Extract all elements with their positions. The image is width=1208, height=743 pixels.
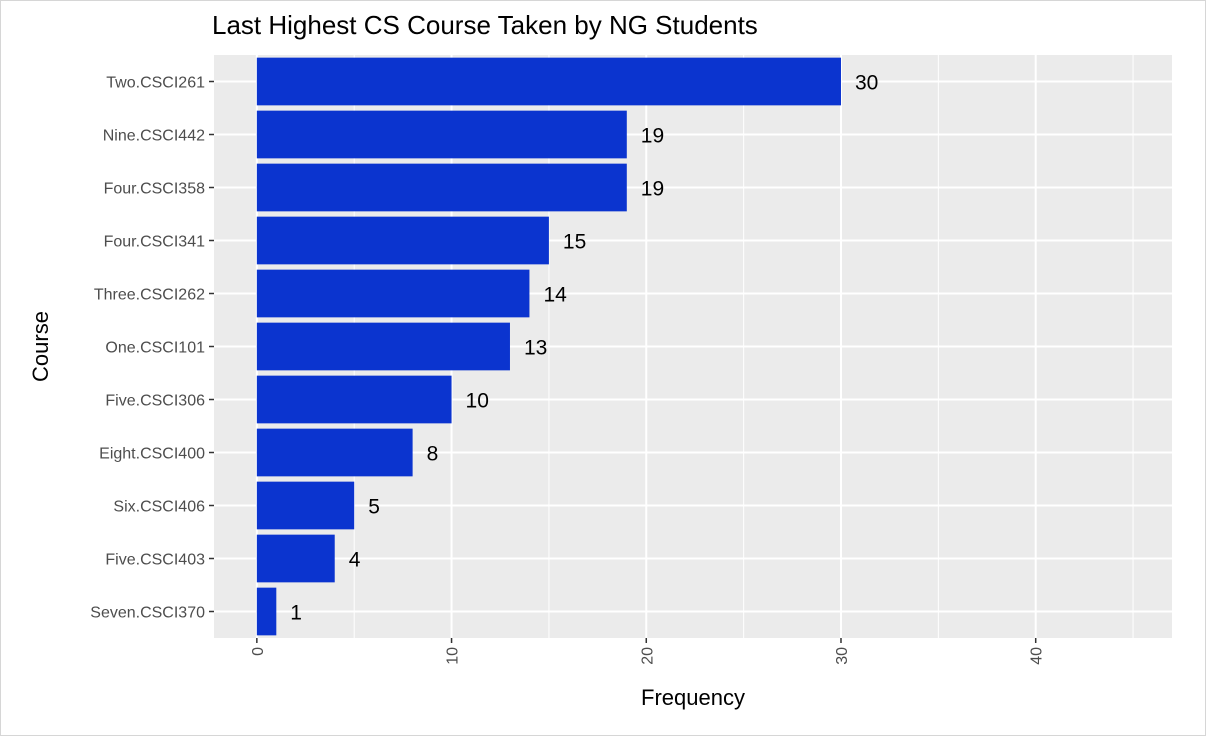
data-label: 4 [349,549,361,572]
bar-two-csci261 [256,57,841,106]
data-label: 10 [466,390,489,413]
data-label: 15 [563,231,586,254]
y-tick-label: Five.CSCI403 [105,552,205,569]
bar-eight-csci400 [256,428,413,477]
data-label: 19 [641,125,664,148]
bar-nine-csci442 [256,110,627,159]
data-label: 19 [641,178,664,201]
y-tick-label: Four.CSCI358 [104,181,205,198]
bar-five-csci306 [256,375,452,424]
bar-five-csci403 [256,534,335,583]
bar-six-csci406 [256,481,355,530]
bar-seven-csci370 [256,587,277,636]
y-tick-label: One.CSCI101 [105,340,205,357]
x-tick-label: 0 [250,647,267,656]
y-tick-label: Nine.CSCI442 [103,128,205,145]
data-label: 5 [368,496,380,519]
data-labels: 30 19 19 15 14 13 10 8 5 4 1 [290,72,878,625]
x-tick-label: 10 [445,647,462,665]
bars [256,57,841,636]
x-axis: 0 10 20 30 40 [250,638,1046,665]
x-tick-label: 30 [834,647,851,665]
data-label: 8 [427,443,439,466]
bar-four-csci341 [256,216,549,265]
chart-title: Last Highest CS Course Taken by NG Stude… [212,10,758,40]
y-tick-label: Two.CSCI261 [106,75,205,92]
y-axis-title: Course [28,311,53,382]
bar-one-csci101 [256,322,510,371]
y-tick-label: Eight.CSCI400 [99,446,205,463]
data-label: 13 [524,337,547,360]
bar-four-csci358 [256,163,627,212]
x-tick-label: 40 [1029,647,1046,665]
y-axis: Two.CSCI261 Nine.CSCI442 Four.CSCI358 Four.… [90,75,214,622]
y-tick-label: Seven.CSCI370 [90,605,205,622]
x-tick-label: 20 [639,647,656,665]
data-label: 14 [543,284,567,307]
data-label: 30 [855,72,878,95]
y-tick-label: Five.CSCI306 [105,393,205,410]
bar-three-csci262 [256,269,530,318]
x-axis-title: Frequency [641,685,745,710]
y-tick-label: Four.CSCI341 [104,234,205,251]
y-tick-label: Six.CSCI406 [113,499,205,516]
y-tick-label: Three.CSCI262 [94,287,205,304]
data-label: 1 [290,602,302,625]
